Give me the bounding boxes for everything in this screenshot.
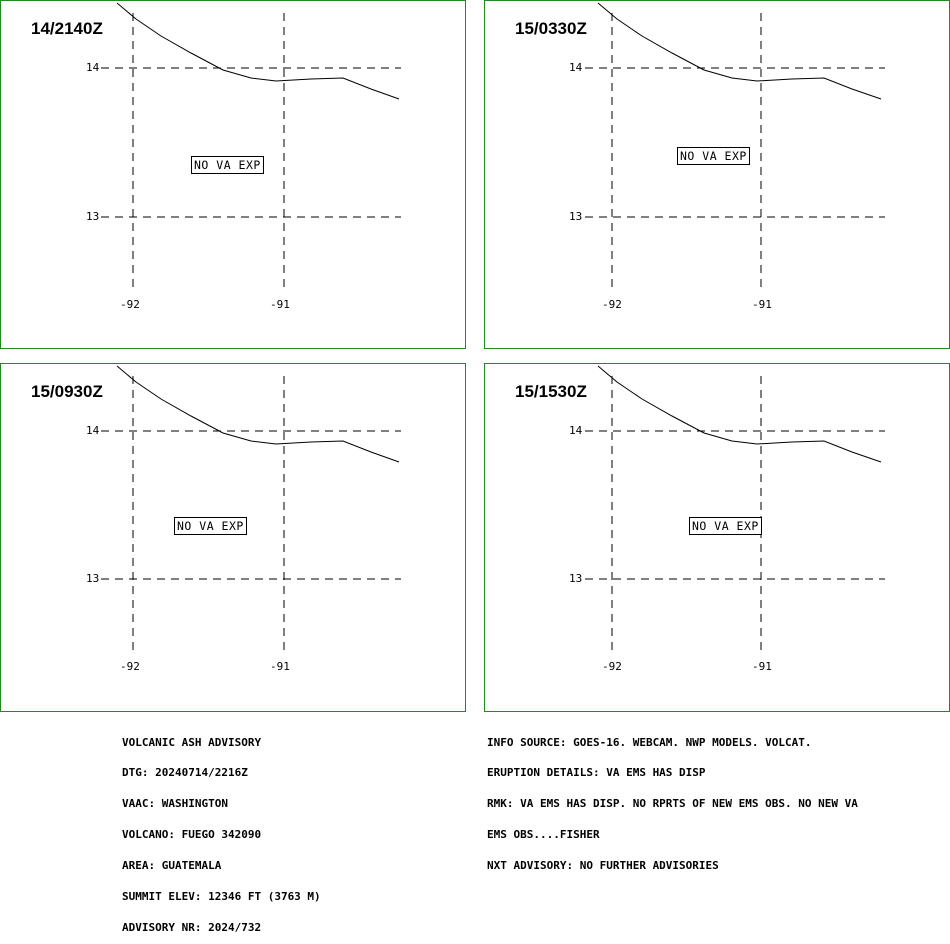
map-panel-3: 15/0930Z 14 13 -92 -91 NO VA EXP [0,363,466,712]
advisory-line: RMK: VA EMS HAS DISP. NO RPRTS OF NEW EM… [487,797,858,811]
map-canvas [101,365,401,656]
coastline [116,2,400,100]
lon-label-92: -92 [602,660,622,673]
panel-time-label: 14/2140Z [31,19,103,38]
lon-label-92: -92 [602,298,622,311]
status-box: NO VA EXP [174,517,247,535]
map-canvas [101,2,401,293]
advisory-line: EMS OBS....FISHER [487,828,600,842]
panel-time-label: 15/0930Z [31,382,103,401]
lat-label-14: 14 [86,424,100,437]
status-box: NO VA EXP [689,517,762,535]
advisory-line: DTG: 20240714/2216Z [122,766,248,780]
map-canvas [585,2,885,293]
map-panel-1: 14/2140Z 14 13 -92 -91 NO VA EXP [0,0,466,349]
advisory-line: NXT ADVISORY: NO FURTHER ADVISORIES [487,859,719,873]
advisory-line: VAAC: WASHINGTON [122,797,228,811]
status-box: NO VA EXP [191,156,264,174]
lon-label-91: -91 [752,660,772,673]
lat-label-13: 13 [569,572,583,585]
coastline [116,365,400,463]
lat-label-13: 13 [86,572,100,585]
advisory-line: AREA: GUATEMALA [122,859,222,873]
advisory-line: INFO SOURCE: GOES-16. WEBCAM. NWP MODELS… [487,735,812,749]
lat-label-14: 14 [86,61,100,74]
lon-label-92: -92 [120,660,140,673]
advisory-info-right: INFO SOURCE: GOES-16. WEBCAM. NWP MODELS… [487,717,858,882]
advisory-info-left: VOLCANIC ASH ADVISORY DTG: 20240714/2216… [122,717,321,944]
map-canvas [585,365,885,656]
advisory-line: ERUPTION DETAILS: VA EMS HAS DISP [487,766,706,780]
advisory-line: VOLCANIC ASH ADVISORY [122,735,262,749]
advisory-line: VOLCANO: FUEGO 342090 [122,828,262,842]
map-panel-2: 15/0330Z 14 13 -92 -91 NO VA EXP [484,0,950,349]
lon-label-91: -91 [270,298,290,311]
lat-label-14: 14 [569,61,583,74]
map-panel-4: 15/1530Z 14 13 -92 -91 NO VA EXP [484,363,950,712]
panel-time-label: 15/0330Z [515,19,587,38]
lon-label-91: -91 [752,298,772,311]
advisory-line: ADVISORY NR: 2024/732 [122,920,262,934]
panel-time-label: 15/1530Z [515,382,587,401]
coastline [597,2,882,100]
lat-label-13: 13 [569,210,583,223]
lat-label-14: 14 [569,424,583,437]
status-box: NO VA EXP [677,147,750,165]
lon-label-91: -91 [270,660,290,673]
lat-label-13: 13 [86,210,100,223]
coastline [597,365,882,463]
advisory-line: SUMMIT ELEV: 12346 FT (3763 M) [122,890,321,904]
lon-label-92: -92 [120,298,140,311]
